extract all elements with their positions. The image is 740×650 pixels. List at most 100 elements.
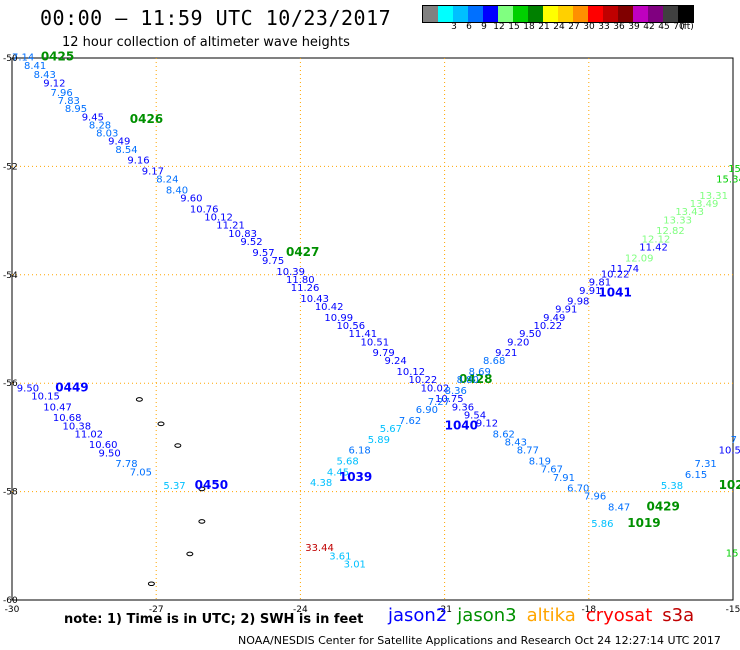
wave-height-value: 11.41 [348,329,377,340]
satellite-label-s3a: s3a [662,605,695,626]
wave-height-value: 8.80 [457,375,479,386]
wave-height-value: 9.24 [385,356,407,367]
wave-height-value: 12.09 [625,253,654,264]
color-scale-labels: 3 6 9 12 15 18 21 24 27 30 33 36 39 42 45 70 (ft) [422,22,740,34]
wave-height-value: 33.44 [305,543,334,554]
wave-height-value: 10.99 [324,313,353,324]
latitude-label: -58 [3,488,18,498]
pass-time-label: 0428 [459,372,492,386]
legend-tick-label: 30 [583,22,595,32]
satellite-label-altika: altika [526,605,576,626]
map-subtitle: 12 hour collection of altimeter wave hei… [62,35,350,50]
wave-height-value: 5.38 [661,481,683,492]
wave-height-value: 5.37 [163,481,185,492]
wave-height-value: 9.49 [543,313,565,324]
legend-tick-label: 27 [568,22,580,32]
map-frame [11,57,734,601]
legend-tick-label: 45 [658,22,670,32]
legend-tick-label: 42 [643,22,655,32]
wave-height-value: 5.68 [336,457,358,468]
wave-height-value: 12.12 [642,234,671,245]
wave-height-value: 11.80 [286,275,315,286]
island-outline [147,581,155,587]
legend-tick-label: 24 [553,22,565,32]
legend-tick-label: 9 [481,22,487,32]
longitude-label: -18 [581,605,596,615]
wave-height-value: 7.05 [130,467,152,478]
wave-height-value: 8.28 [89,120,111,131]
wave-height-value: 4.45 [327,467,349,478]
wave-height-value: 9.75 [262,256,284,267]
wave-height-value: 7.96 [50,88,72,99]
wave-height-value: 6.70 [567,484,589,495]
wave-height-value: 9.49 [108,137,130,148]
wave-height-value: 7.62 [399,416,421,427]
wave-height-value: 13.49 [690,199,719,210]
wave-height-value: 9.50 [17,383,39,394]
latitude-label: -50 [3,54,18,64]
wave-height-value: 13.31 [699,191,728,202]
latitude-label: -60 [3,596,18,606]
wave-height-value: 8.43 [34,70,56,81]
wave-height-value: 6.18 [348,446,370,457]
wave-height-value: 9.12 [476,419,498,430]
longitude-label: -27 [149,605,164,615]
legend-tick-label: 18 [523,22,535,32]
wave-height-value: 9.98 [567,297,589,308]
pass-time-label: 1019 [627,516,660,530]
legend-swatch [498,6,513,22]
map-title: 00:00 – 11:59 UTC 10/23/2017 [40,6,392,30]
wave-height-value: 8.47 [608,503,630,514]
wave-height-value: 9.91 [555,305,577,316]
wave-height-value: 9.81 [589,278,611,289]
wave-height-value: 11.74 [610,264,639,275]
wave-height-value: 9.54 [464,410,486,421]
wave-height-value: 9.20 [507,337,529,348]
legend-swatch [678,6,693,22]
wave-height-value: 10.15 [31,391,60,402]
wave-height-value: 8.95 [65,104,87,115]
wave-height-value: 4.38 [310,478,332,489]
wave-height-value: 10.83 [228,229,257,240]
wave-height-value: 3.61 [329,551,351,562]
legend-swatch [483,6,498,22]
wave-height-value: 10.12 [397,367,426,378]
legend-tick-label: 15 [508,22,520,32]
legend-tick-label: 21 [538,22,550,32]
legend-swatch [453,6,468,22]
legend-tick-label: 3 [451,22,457,32]
wave-height-value: 9.21 [495,348,517,359]
legend-swatch [438,6,453,22]
wave-height-value: 8.36 [445,386,467,397]
wave-height-value: 8.43 [505,438,527,449]
wave-height-value: 7 [731,435,737,446]
legend-tick-label: 36 [613,22,625,32]
satellite-legend: jason2 jason3 altika cryosat s3a [388,605,704,626]
legend-swatch [603,6,618,22]
wave-height-value: 7.96 [584,492,606,503]
wave-height-value: 10.51 [360,337,389,348]
wave-height-value: 10.39 [276,267,305,278]
footer-note: note: 1) Time is in UTC; 2) SWH is in fe… [64,612,364,627]
credit-line: NOAA/NESDIS Center for Satellite Applica… [238,634,721,647]
pass-time-label: 0427 [286,245,319,259]
wave-height-value: 15 [726,549,739,560]
wave-height-value: 10.02 [421,383,450,394]
wave-height-value: 5.86 [591,519,613,530]
wave-height-value: 8.41 [24,61,46,72]
wave-height-value: 8.77 [517,446,539,457]
wave-height-value: 8.68 [483,356,505,367]
longitude-label: -24 [293,605,308,615]
legend-swatch [618,6,633,22]
wave-height-value: 5.89 [368,435,390,446]
legend-swatch [513,6,528,22]
wave-height-value: 9.57 [252,248,274,259]
wave-height-value: 5.67 [380,424,402,435]
wave-height-value: 10.47 [43,402,72,413]
wave-height-value: 7.31 [695,459,717,470]
wave-height-value: 9.45 [82,112,104,123]
pass-time-label: 0425 [41,50,74,64]
wave-height-value: 11.26 [291,283,320,294]
wave-height-value: 9.50 [99,448,121,459]
